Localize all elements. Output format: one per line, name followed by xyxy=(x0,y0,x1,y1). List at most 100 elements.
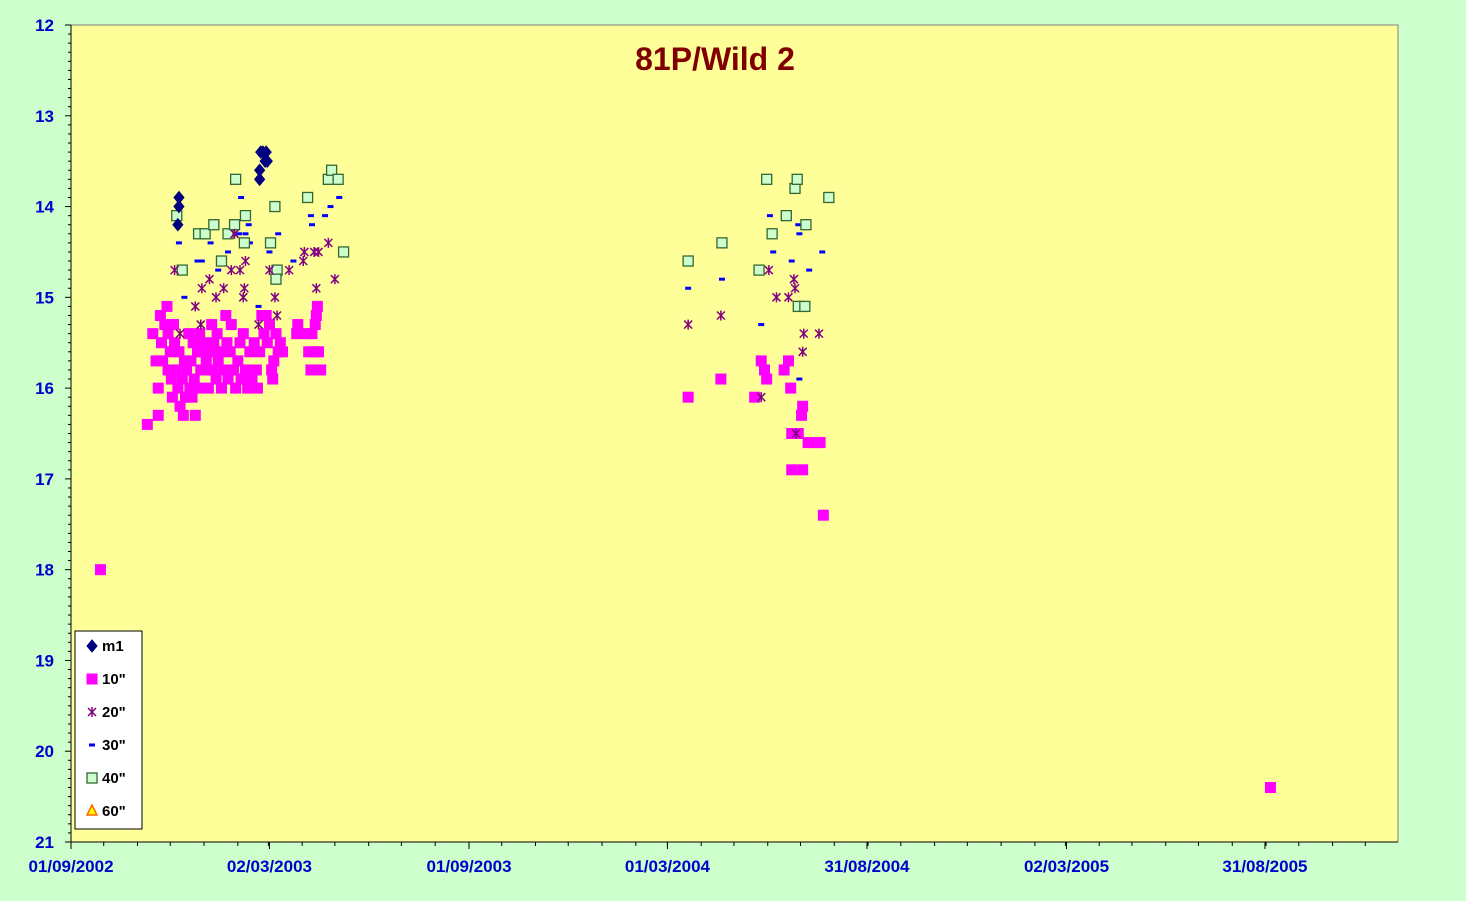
data-point xyxy=(161,300,173,312)
data-point xyxy=(204,274,215,285)
data-point xyxy=(211,328,223,340)
data-point xyxy=(94,564,106,576)
data-point xyxy=(756,392,766,403)
data-point xyxy=(274,337,286,349)
axes: 12 13 14 15 16 17 18 19 20 21 01/09/2002 02/03/2003… xyxy=(28,16,1398,876)
data-point xyxy=(154,309,166,321)
data-point xyxy=(309,319,321,331)
x-tick-label: 31/08/2004 xyxy=(824,857,910,876)
data-point xyxy=(749,391,761,403)
data-point xyxy=(235,232,242,236)
data-point xyxy=(814,437,826,449)
data-point xyxy=(277,346,289,358)
y-tick-label: 20 xyxy=(35,742,54,761)
data-point xyxy=(200,355,212,367)
data-point xyxy=(175,241,182,245)
data-point xyxy=(234,337,246,349)
data-point xyxy=(157,355,169,367)
data-point xyxy=(819,250,826,254)
data-point xyxy=(307,214,314,218)
data-point xyxy=(207,241,214,245)
legend-item: 10" xyxy=(86,671,126,688)
data-point xyxy=(785,382,797,394)
data-point xyxy=(718,277,725,281)
data-point xyxy=(270,292,280,303)
data-point xyxy=(170,265,180,276)
data-point xyxy=(220,309,232,321)
data-point xyxy=(185,355,197,367)
data-point xyxy=(753,264,765,276)
data-point xyxy=(292,319,304,331)
data-point xyxy=(171,209,183,222)
data-point xyxy=(141,418,153,430)
data-point xyxy=(199,228,211,240)
legend-box xyxy=(74,630,143,830)
data-point xyxy=(766,228,778,240)
data-point xyxy=(272,310,282,321)
data-point xyxy=(261,154,273,168)
data-point xyxy=(165,373,177,385)
data-point xyxy=(167,319,179,331)
data-point xyxy=(224,346,236,358)
data-point xyxy=(172,382,184,394)
data-point xyxy=(332,173,344,185)
data-point xyxy=(251,382,263,394)
data-point xyxy=(248,337,260,349)
legend-label: 40" xyxy=(102,770,126,787)
y-tick-label: 14 xyxy=(35,198,54,217)
data-point xyxy=(806,268,813,272)
data-point xyxy=(170,364,182,376)
data-point xyxy=(817,509,829,521)
data-point xyxy=(716,237,728,249)
data-point xyxy=(214,346,226,358)
y-tick-label: 17 xyxy=(35,470,54,489)
data-point xyxy=(761,373,773,385)
x-tick-label: 02/03/2003 xyxy=(227,857,312,876)
data-point xyxy=(222,228,234,240)
data-point xyxy=(258,328,270,340)
data-point xyxy=(237,328,249,340)
legend-label: 60" xyxy=(102,803,126,820)
legend-marker xyxy=(86,673,98,685)
y-tick-label: 21 xyxy=(35,833,54,852)
data-point xyxy=(799,300,811,313)
data-point xyxy=(786,428,798,439)
data-point xyxy=(203,346,215,358)
data-point xyxy=(208,337,220,349)
data-point xyxy=(152,409,164,421)
data-point xyxy=(212,355,224,367)
data-point xyxy=(796,232,803,236)
data-point xyxy=(246,373,258,385)
series-diamond xyxy=(172,145,273,232)
data-point xyxy=(255,304,262,308)
legend-item: 20" xyxy=(87,704,126,721)
data-point xyxy=(263,319,275,331)
data-point xyxy=(181,364,193,376)
x-tick-label: 01/09/2003 xyxy=(426,857,511,876)
data-point xyxy=(198,259,205,263)
data-point xyxy=(758,364,770,376)
data-point xyxy=(178,355,190,367)
data-point xyxy=(238,292,248,303)
data-point xyxy=(325,164,338,176)
data-point xyxy=(240,256,250,267)
data-point xyxy=(172,217,184,232)
data-point xyxy=(797,464,809,476)
data-point xyxy=(239,364,251,376)
data-point xyxy=(196,346,208,358)
data-point xyxy=(176,264,188,276)
y-tick-label: 12 xyxy=(35,16,54,35)
data-point xyxy=(795,223,802,227)
data-point xyxy=(176,373,188,385)
data-point xyxy=(179,391,191,403)
data-point xyxy=(814,328,824,339)
x-tick-label: 01/09/2002 xyxy=(28,857,113,876)
data-point xyxy=(290,259,297,263)
data-point xyxy=(245,223,252,227)
legend-marker xyxy=(86,639,98,653)
data-point xyxy=(150,355,162,367)
data-point xyxy=(308,223,315,227)
legend-marker xyxy=(89,743,95,747)
data-point xyxy=(260,309,272,321)
